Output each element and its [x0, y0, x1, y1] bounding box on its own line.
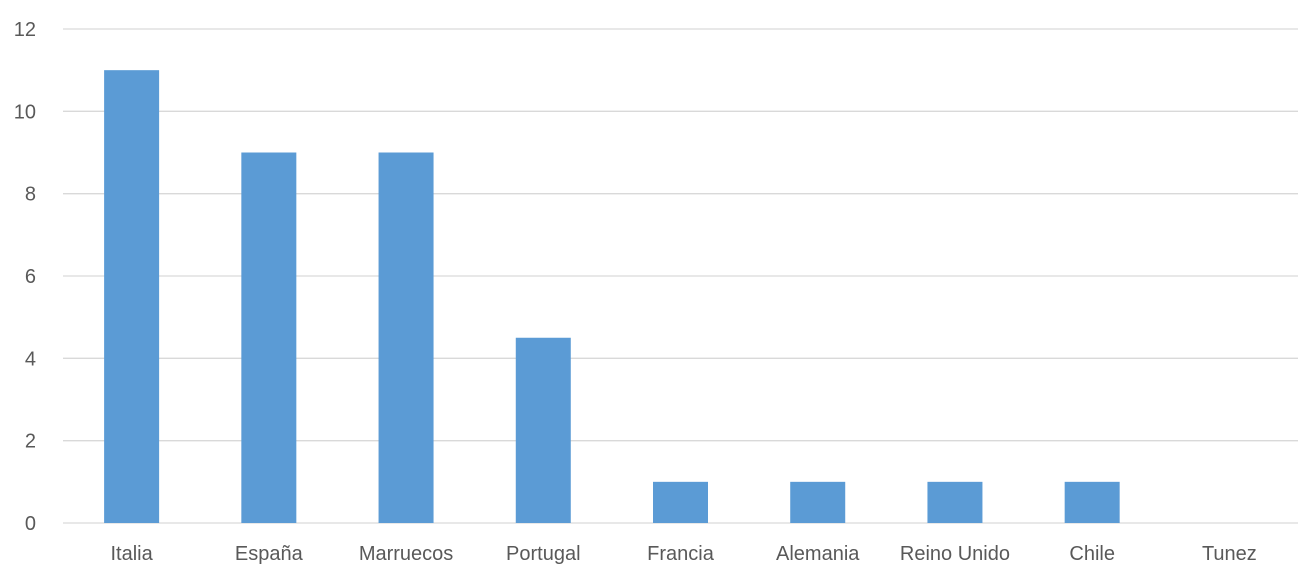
- x-tick-label: Francia: [647, 543, 715, 565]
- y-tick-label: 10: [14, 101, 36, 123]
- y-tick-label: 6: [25, 266, 36, 288]
- bar-alemania: [790, 481, 846, 523]
- x-tick-label: Portugal: [506, 543, 581, 565]
- bar-reino-unido: [927, 481, 983, 523]
- x-tick-label: Reino Unido: [900, 543, 1010, 565]
- bar-portugal: [515, 337, 571, 523]
- x-tick-label: España: [235, 543, 304, 565]
- bar-italia: [104, 70, 160, 524]
- x-tick-label: Tunez: [1202, 543, 1257, 565]
- y-axis-tick-labels: 0 2 4 6 8 10 12: [14, 19, 36, 535]
- y-tick-label: 2: [25, 431, 36, 453]
- y-tick-label: 4: [25, 348, 36, 370]
- x-tick-label: Chile: [1069, 543, 1115, 565]
- y-tick-label: 12: [14, 19, 36, 41]
- bar-chile: [1064, 481, 1120, 523]
- bars: [104, 70, 1120, 524]
- y-tick-label: 8: [25, 184, 36, 206]
- x-axis-tick-labels: Italia España Marruecos Portugal Francia Alem…: [110, 543, 1256, 565]
- bar-españa: [241, 152, 297, 523]
- x-tick-label: Alemania: [776, 543, 860, 565]
- bar-marruecos: [378, 152, 434, 523]
- y-tick-label: 0: [25, 513, 36, 535]
- bar-francia: [653, 481, 708, 523]
- x-tick-label: Italia: [110, 543, 153, 565]
- x-tick-label: Marruecos: [359, 543, 453, 565]
